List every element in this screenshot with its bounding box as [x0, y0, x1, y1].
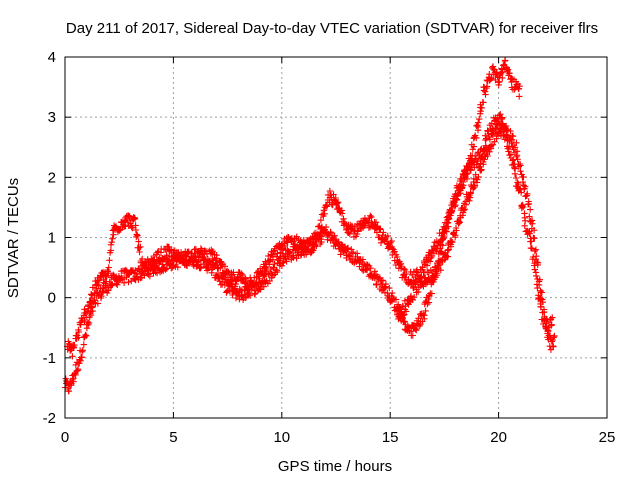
- y-tick-label: 2: [48, 169, 56, 186]
- y-tick-label: -2: [43, 410, 56, 427]
- y-axis-label: SDTVAR / TECUs: [5, 178, 22, 298]
- series-peak-track: [394, 57, 523, 339]
- y-tick-label: 1: [48, 230, 56, 247]
- x-tick-label: 25: [599, 429, 616, 446]
- x-tick-label: 20: [490, 429, 507, 446]
- y-tick-label: 4: [48, 49, 56, 66]
- x-tick-label: 15: [382, 429, 399, 446]
- x-tick-label: 5: [169, 429, 177, 446]
- y-tick-label: 0: [48, 290, 56, 307]
- x-tick-label: 10: [273, 429, 290, 446]
- axis-ticks: 0 5 10 15 20 25 -2 -1 0 1 2 3 4: [43, 49, 616, 446]
- data-points: [62, 57, 558, 395]
- x-tick-label: 0: [61, 429, 69, 446]
- y-tick-label: -1: [43, 350, 56, 367]
- chart-title: Day 211 of 2017, Sidereal Day-to-day VTE…: [66, 20, 598, 37]
- x-axis-label: GPS time / hours: [278, 458, 392, 475]
- y-tick-label: 3: [48, 109, 56, 126]
